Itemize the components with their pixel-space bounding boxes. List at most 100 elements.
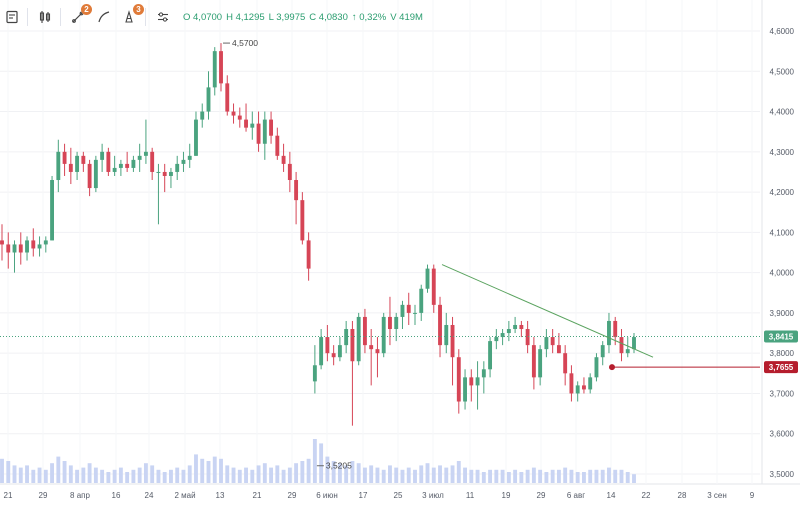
candle-down: [556, 345, 561, 354]
volume-bar: [231, 467, 236, 483]
candle-down: [256, 123, 261, 144]
candle-up: [425, 268, 430, 289]
candle-down: [68, 163, 73, 172]
volume-bar: [488, 469, 493, 483]
x-tick-label: 29: [537, 491, 546, 500]
volume-bar: [563, 467, 568, 483]
y-tick-label: 3,5000: [770, 470, 795, 479]
x-tick-label: 6 июн: [316, 491, 338, 500]
x-tick-label: 22: [642, 491, 651, 500]
x-tick-label: 14: [607, 491, 616, 500]
volume-bar: [312, 439, 317, 483]
compare-button[interactable]: [35, 7, 55, 27]
volume-bar: [187, 465, 192, 483]
candle-up: [100, 151, 105, 160]
volume-bar: [169, 469, 173, 483]
volume-bar: [556, 469, 561, 483]
volume-bar: [600, 469, 605, 483]
candle-up: [600, 345, 605, 358]
y-tick-label: 4,3000: [770, 148, 795, 157]
x-tick-label: 19: [502, 491, 511, 500]
candle-down: [287, 163, 292, 181]
line-tool-button[interactable]: [94, 7, 114, 27]
x-tick-label: 21: [253, 491, 262, 500]
volume-bar: [506, 472, 511, 483]
volume-bar: [350, 461, 355, 483]
volume-bar: [438, 465, 442, 483]
volume-bar: [6, 461, 11, 483]
y-tick-label: 4,4000: [770, 108, 795, 117]
axis-layer: 4,6000 4,5000 4,4000 4,3000 4,2000 4,1000 4,00…: [4, 27, 795, 500]
candle-up: [112, 167, 117, 172]
volume-bar: [444, 467, 449, 483]
candle-up: [500, 333, 505, 338]
alert-button[interactable]: 3: [120, 4, 144, 27]
low-price-label: 3,5205: [326, 461, 352, 471]
candle-down: [294, 180, 299, 201]
candle-down: [569, 373, 574, 394]
close-value: C 4,0830: [309, 11, 348, 23]
volume-bar: [400, 469, 405, 483]
candle-up: [212, 51, 217, 88]
candle-down: [362, 316, 367, 346]
candle-up: [262, 119, 267, 144]
candle-up: [194, 119, 198, 156]
candle-up: [250, 123, 255, 128]
y-tick-label: 4,5000: [770, 67, 795, 76]
candle-up: [156, 171, 161, 173]
candle-up: [37, 244, 42, 249]
settings-button[interactable]: [153, 7, 173, 27]
volume-bar: [625, 472, 630, 483]
x-tick-label: 29: [288, 491, 297, 500]
x-tick-label: 9: [750, 491, 755, 500]
volume-bar: [256, 465, 261, 483]
volume-bar: [513, 469, 518, 483]
x-tick-label: 29: [39, 491, 48, 500]
drawing-button[interactable]: 2: [68, 4, 92, 27]
volume-bar: [150, 465, 155, 483]
candle-down: [0, 240, 4, 245]
volume-bar: [262, 463, 267, 483]
y-tick-label: 4,1000: [770, 228, 795, 237]
current-price-tag: [764, 330, 798, 343]
candle-up: [607, 320, 611, 346]
volume-bar: [494, 469, 499, 483]
candle-down: [162, 171, 167, 176]
candle-down: [375, 349, 380, 354]
candle-down: [469, 377, 474, 386]
candle-up: [475, 377, 480, 386]
candle-down: [300, 200, 305, 241]
candle-up: [488, 341, 493, 370]
candle-down: [456, 357, 461, 402]
volume-bar: [18, 467, 23, 483]
open-value: O 4,0700: [183, 11, 223, 23]
y-tick-label: 4,6000: [770, 27, 795, 36]
volume-bar: [112, 469, 117, 483]
candle-down: [325, 337, 330, 354]
candle-down: [81, 155, 86, 164]
candle-up: [200, 111, 205, 120]
candle-up: [118, 163, 123, 168]
volume-bar: [137, 467, 142, 483]
change-value: ↑ 0,32%: [351, 11, 387, 23]
volume-bar: [337, 463, 342, 483]
volume-bar: [582, 472, 586, 483]
volume-bar: [431, 467, 436, 483]
candle-up: [319, 337, 324, 366]
x-tick-label: 11: [466, 491, 475, 500]
candle-up: [444, 324, 449, 346]
volume-bar: [237, 469, 242, 483]
volume-bar: [37, 467, 42, 483]
volume-bar: [619, 469, 624, 483]
candle-up: [394, 316, 399, 330]
volume-bar: [450, 465, 455, 483]
y-tick-label: 3,7000: [770, 389, 795, 398]
candle-up: [175, 163, 180, 172]
indicators-button[interactable]: [2, 7, 22, 27]
candle-down: [619, 337, 624, 354]
volume-bar: [194, 454, 198, 483]
y-tick-label: 4,0000: [770, 269, 795, 278]
candle-up: [50, 180, 54, 241]
